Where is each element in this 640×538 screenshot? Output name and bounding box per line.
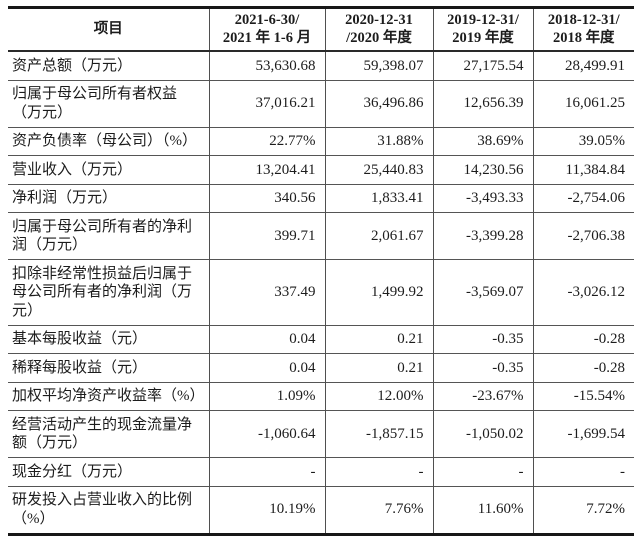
cell-value: 337.49 xyxy=(208,259,325,325)
table-row: 经营活动产生的现金流量净额（万元） -1,060.64 -1,857.15 -1… xyxy=(8,410,634,458)
cell-value: -2,754.06 xyxy=(532,183,634,213)
cell-value: 0.21 xyxy=(324,324,433,354)
cell-value: 11,384.84 xyxy=(532,155,634,184)
cell-value: 12,656.39 xyxy=(432,79,533,127)
table-row: 研发投入占营业收入的比例（%） 10.19% 7.76% 11.60% 7.72… xyxy=(8,485,634,534)
row-label: 研发投入占营业收入的比例（%） xyxy=(8,485,209,534)
row-label: 净利润（万元） xyxy=(8,183,209,213)
table-row: 加权平均净资产收益率（%） 1.09% 12.00% -23.67% -15.5… xyxy=(8,381,634,411)
period-line-2: 2018 年度 xyxy=(552,29,615,46)
table-row: 归属于母公司所有者权益（万元） 37,016.21 36,496.86 12,6… xyxy=(8,79,634,127)
row-label: 基本每股收益（元） xyxy=(8,324,209,354)
cell-value: 11.60% xyxy=(432,485,533,534)
cell-value: 399.71 xyxy=(208,212,325,260)
cell-value: -0.28 xyxy=(532,353,634,382)
cell-value: 13,204.41 xyxy=(208,155,325,184)
cell-value: 0.04 xyxy=(208,324,325,354)
column-header-period-2019: 2019-12-31/ 2019 年度 xyxy=(432,7,533,52)
period-line-2: 2021 年 1-6 月 xyxy=(222,29,312,46)
period-line-2: 2019 年度 xyxy=(452,29,514,46)
financial-summary-table: 项目 2021-6-30/ 2021 年 1-6 月 2020-12-31 /2… xyxy=(8,6,634,536)
cell-value: - xyxy=(324,457,433,486)
row-label: 现金分红（万元） xyxy=(8,457,209,486)
cell-value: -3,569.07 xyxy=(432,259,533,325)
period-line-1: 2019-12-31/ xyxy=(447,12,519,28)
cell-value: -3,493.33 xyxy=(432,183,533,213)
column-header-item-label: 项目 xyxy=(93,20,123,37)
row-label: 经营活动产生的现金流量净额（万元） xyxy=(8,410,209,458)
row-label: 归属于母公司所有者权益（万元） xyxy=(8,79,209,127)
cell-value: 38.69% xyxy=(432,126,533,156)
period-line-2: /2020 年度 xyxy=(346,29,412,46)
cell-value: -23.67% xyxy=(432,381,533,411)
cell-value: -3,026.12 xyxy=(532,259,634,325)
table-body: 资产总额（万元） 53,630.68 59,398.07 27,175.54 2… xyxy=(8,51,634,534)
table-row: 归属于母公司所有者的净利润（万元） 399.71 2,061.67 -3,399… xyxy=(8,212,634,260)
cell-value: - xyxy=(532,457,634,486)
row-label: 营业收入（万元） xyxy=(8,155,209,184)
cell-value: -2,706.38 xyxy=(532,212,634,260)
cell-value: 53,630.68 xyxy=(208,51,325,80)
cell-value: -1,699.54 xyxy=(532,410,634,458)
row-label: 归属于母公司所有者的净利润（万元） xyxy=(8,212,209,260)
cell-value: 22.77% xyxy=(208,126,325,156)
period-line-1: 2021-6-30/ xyxy=(234,12,300,28)
table-row: 基本每股收益（元） 0.04 0.21 -0.35 -0.28 xyxy=(8,324,634,354)
table-row: 资产总额（万元） 53,630.68 59,398.07 27,175.54 2… xyxy=(8,51,634,80)
cell-value: -1,050.02 xyxy=(432,410,533,458)
period-line-1: 2020-12-31 xyxy=(345,12,413,28)
cell-value: 25,440.83 xyxy=(324,155,433,184)
cell-value: 39.05% xyxy=(532,126,634,156)
cell-value: 31.88% xyxy=(324,126,433,156)
cell-value: 1,833.41 xyxy=(324,183,433,213)
table-row: 净利润（万元） 340.56 1,833.41 -3,493.33 -2,754… xyxy=(8,183,634,213)
table-row: 现金分红（万元） - - - - xyxy=(8,457,634,486)
cell-value: 37,016.21 xyxy=(208,79,325,127)
cell-value: 10.19% xyxy=(208,485,325,534)
cell-value: 0.21 xyxy=(324,353,433,382)
table-row: 稀释每股收益（元） 0.04 0.21 -0.35 -0.28 xyxy=(8,353,634,382)
cell-value: 7.76% xyxy=(324,485,433,534)
cell-value: 12.00% xyxy=(324,381,433,411)
cell-value: -15.54% xyxy=(532,381,634,411)
row-label: 资产总额（万元） xyxy=(12,57,133,74)
period-line-1: 2018-12-31/ xyxy=(547,12,620,28)
column-header-period-2018: 2018-12-31/ 2018 年度 xyxy=(532,7,634,52)
cell-value: 14,230.56 xyxy=(432,155,533,184)
column-header-item: 项目 xyxy=(8,7,209,52)
cell-value: 27,175.54 xyxy=(432,51,533,80)
cell-value: 7.72% xyxy=(532,485,634,534)
cell-value: -0.35 xyxy=(432,324,533,354)
cell-value: -1,857.15 xyxy=(324,410,433,458)
column-header-period-2021: 2021-6-30/ 2021 年 1-6 月 xyxy=(208,7,325,52)
column-header-period-2020: 2020-12-31 /2020 年度 xyxy=(324,7,433,52)
cell-value: -3,399.28 xyxy=(432,212,533,260)
cell-value: 2,061.67 xyxy=(324,212,433,260)
cell-value: 36,496.86 xyxy=(324,79,433,127)
table-row: 资产负债率（母公司）（%） 22.77% 31.88% 38.69% 39.05… xyxy=(8,126,634,156)
cell-value: - xyxy=(432,457,533,486)
cell-value: 340.56 xyxy=(208,183,325,213)
cell-value: 0.04 xyxy=(208,353,325,382)
cell-value: -0.35 xyxy=(432,353,533,382)
cell-value: -0.28 xyxy=(532,324,634,354)
row-label: 资产负债率（母公司）（%） xyxy=(8,126,209,156)
row-label: 加权平均净资产收益率（%） xyxy=(8,381,209,411)
cell-value: 16,061.25 xyxy=(532,79,634,127)
cell-value: -1,060.64 xyxy=(208,410,325,458)
cell-value: 1.09% xyxy=(208,381,325,411)
cell-value: 59,398.07 xyxy=(324,51,433,80)
table-row: 扣除非经常性损益后归属于母公司所有者的净利润（万元） 337.49 1,499.… xyxy=(8,259,634,325)
cell-value: 28,499.91 xyxy=(532,51,634,80)
header-row: 项目 2021-6-30/ 2021 年 1-6 月 2020-12-31 /2… xyxy=(8,7,634,52)
row-label: 扣除非经常性损益后归属于母公司所有者的净利润（万元） xyxy=(8,259,209,325)
row-label: 稀释每股收益（元） xyxy=(8,353,209,382)
cell-value: - xyxy=(208,457,325,486)
cell-value: 1,499.92 xyxy=(324,259,433,325)
table-row: 营业收入（万元） 13,204.41 25,440.83 14,230.56 1… xyxy=(8,155,634,184)
